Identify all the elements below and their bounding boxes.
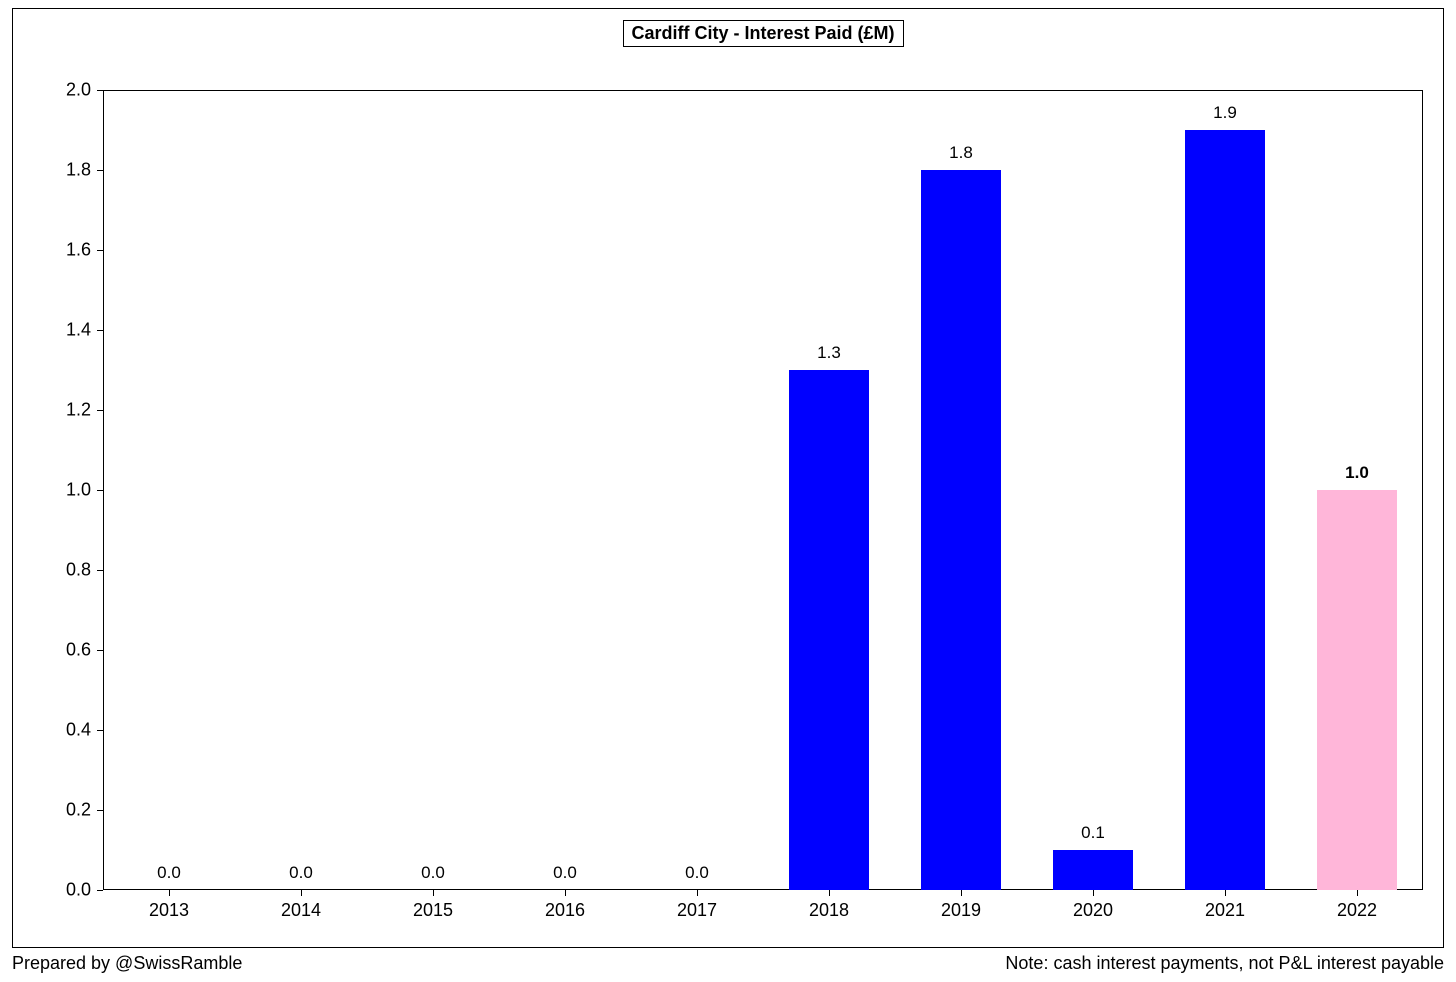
y-tick-mark <box>97 890 103 891</box>
y-tick-mark <box>97 90 103 91</box>
bar-value-label: 0.0 <box>685 863 709 883</box>
bar-value-label: 0.0 <box>553 863 577 883</box>
x-tick-mark <box>301 890 302 896</box>
x-tick-label: 2022 <box>1337 900 1377 921</box>
y-tick-label: 1.8 <box>66 160 91 181</box>
bar-value-label: 1.0 <box>1345 463 1369 483</box>
x-tick-label: 2014 <box>281 900 321 921</box>
x-tick-label: 2019 <box>941 900 981 921</box>
y-tick-label: 0.2 <box>66 800 91 821</box>
bar-value-label: 0.0 <box>157 863 181 883</box>
x-tick-mark <box>1357 890 1358 896</box>
bar <box>921 170 1000 890</box>
footer-note: Note: cash interest payments, not P&L in… <box>1005 953 1444 974</box>
bar <box>1185 130 1264 890</box>
y-tick-mark <box>97 730 103 731</box>
x-tick-mark <box>169 890 170 896</box>
x-tick-mark <box>433 890 434 896</box>
bar <box>789 370 868 890</box>
y-tick-label: 2.0 <box>66 80 91 101</box>
bar-value-label: 0.1 <box>1081 823 1105 843</box>
bar <box>1317 490 1396 890</box>
y-tick-label: 1.6 <box>66 240 91 261</box>
y-tick-mark <box>97 410 103 411</box>
y-tick-label: 0.4 <box>66 720 91 741</box>
bar-value-label: 0.0 <box>421 863 445 883</box>
y-tick-label: 0.6 <box>66 640 91 661</box>
bar-value-label: 1.3 <box>817 343 841 363</box>
x-tick-mark <box>697 890 698 896</box>
x-tick-label: 2017 <box>677 900 717 921</box>
bar-value-label: 0.0 <box>289 863 313 883</box>
y-tick-label: 1.2 <box>66 400 91 421</box>
x-tick-label: 2016 <box>545 900 585 921</box>
bar-value-label: 1.9 <box>1213 103 1237 123</box>
x-tick-mark <box>1093 890 1094 896</box>
y-tick-label: 0.0 <box>66 880 91 901</box>
y-tick-mark <box>97 570 103 571</box>
y-tick-mark <box>97 650 103 651</box>
y-tick-mark <box>97 330 103 331</box>
bar <box>1053 850 1132 890</box>
x-tick-label: 2021 <box>1205 900 1245 921</box>
bar-value-label: 1.8 <box>949 143 973 163</box>
x-tick-mark <box>961 890 962 896</box>
x-tick-label: 2013 <box>149 900 189 921</box>
x-tick-label: 2020 <box>1073 900 1113 921</box>
x-tick-mark <box>829 890 830 896</box>
y-tick-mark <box>97 170 103 171</box>
y-tick-label: 0.8 <box>66 560 91 581</box>
y-tick-label: 1.4 <box>66 320 91 341</box>
y-tick-mark <box>97 490 103 491</box>
x-tick-mark <box>565 890 566 896</box>
chart-title: Cardiff City - Interest Paid (£M) <box>623 20 904 47</box>
y-tick-mark <box>97 810 103 811</box>
footer-credit: Prepared by @SwissRamble <box>12 953 242 974</box>
x-tick-label: 2015 <box>413 900 453 921</box>
y-tick-label: 1.0 <box>66 480 91 501</box>
x-tick-label: 2018 <box>809 900 849 921</box>
x-tick-mark <box>1225 890 1226 896</box>
y-tick-mark <box>97 250 103 251</box>
